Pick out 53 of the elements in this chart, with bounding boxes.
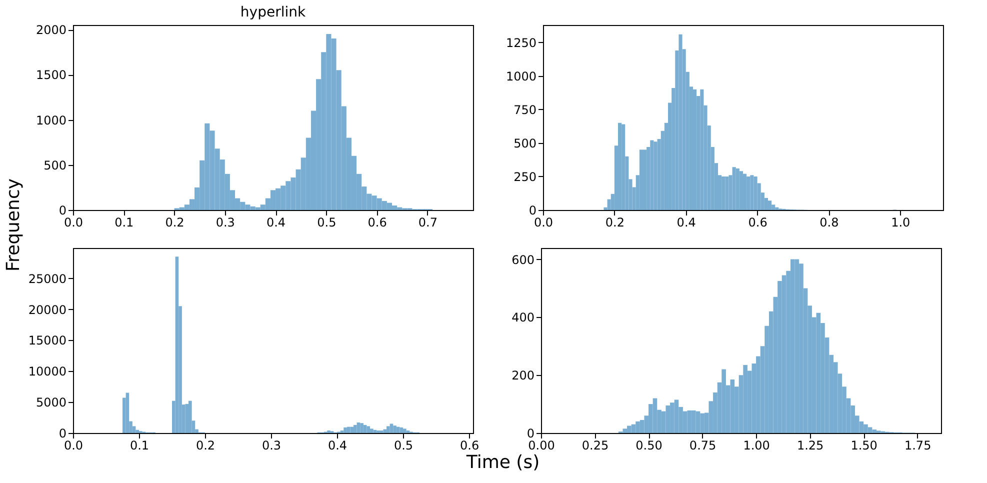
- y-tick-label: 0: [528, 204, 536, 218]
- x-tick-label: 0.1: [130, 438, 150, 452]
- x-tick-label: 0.2: [605, 216, 624, 230]
- x-tick-label: 0.75: [689, 438, 716, 452]
- x-tick-label: 0.3: [216, 216, 235, 230]
- y-tick-label: 0: [526, 426, 534, 440]
- x-tick-label: 0.7: [418, 216, 438, 230]
- y-tick-label: 0: [58, 426, 66, 440]
- x-tick-label: 0.0: [534, 216, 554, 230]
- y-tick-label: 600: [512, 252, 534, 267]
- x-tick-label: 0.5: [317, 216, 336, 230]
- x-tick-label: 1.75: [904, 438, 932, 452]
- y-tick-label: 1250: [506, 36, 536, 50]
- x-tick-label: 0.1: [114, 216, 134, 230]
- x-tick-label: 1.0: [891, 216, 910, 230]
- x-tick-label: 0.8: [820, 216, 839, 230]
- y-tick-label: 200: [512, 368, 534, 383]
- y-tick-label: 2000: [36, 23, 66, 38]
- y-tick-label: 400: [512, 310, 534, 325]
- x-tick-label: 1.00: [743, 438, 770, 452]
- x-tick-label: 0.5: [394, 438, 414, 452]
- x-tick-label: 0.50: [636, 438, 662, 452]
- y-tick-label: 500: [514, 136, 536, 150]
- x-tick-label: 0.2: [196, 438, 216, 452]
- y-tick-label: 0: [58, 204, 66, 218]
- y-tick-label: 20000: [28, 302, 66, 317]
- y-tick-label: 25000: [28, 272, 66, 286]
- x-tick-label: 1.25: [796, 438, 824, 452]
- y-tick-label: 750: [514, 102, 536, 117]
- y-tick-label: 5000: [36, 396, 66, 410]
- x-tick-label: 0.4: [266, 216, 286, 230]
- x-tick-label: 0.25: [582, 438, 609, 452]
- x-tick-label: 0.0: [64, 438, 84, 452]
- x-axis-title: Time (s): [465, 452, 540, 473]
- y-tick-label: 15000: [28, 334, 66, 348]
- chart-title: hyperlink: [240, 4, 306, 21]
- y-tick-label: 1000: [506, 69, 536, 84]
- x-tick-label: 0.0: [64, 216, 84, 230]
- x-tick-label: 0.00: [528, 438, 555, 452]
- x-tick-label: 0.6: [368, 216, 387, 230]
- x-tick-label: 0.2: [165, 216, 184, 230]
- y-tick-label: 10000: [28, 364, 66, 379]
- x-tick-label: 0.4: [676, 216, 696, 230]
- x-tick-label: 0.3: [262, 438, 282, 452]
- x-tick-label: 0.6: [748, 216, 768, 230]
- x-tick-label: 0.4: [328, 438, 348, 452]
- y-axis-title: Frequency: [3, 178, 24, 272]
- y-tick-label: 250: [514, 170, 536, 184]
- y-tick-label: 1500: [36, 68, 66, 82]
- y-tick-label: 500: [44, 158, 66, 172]
- x-tick-label: 1.50: [850, 438, 878, 452]
- y-tick-label: 1000: [36, 113, 66, 128]
- x-tick-label: 0.6: [460, 438, 480, 452]
